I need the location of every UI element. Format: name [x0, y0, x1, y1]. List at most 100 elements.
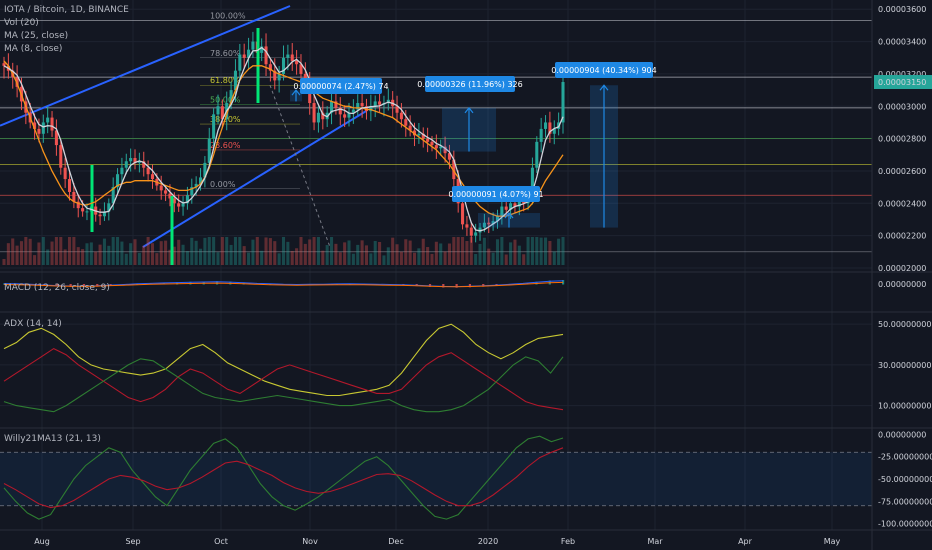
candle-body[interactable]	[54, 130, 58, 146]
channel-upper-line[interactable]	[0, 5, 291, 127]
measure-callout-2-arrowhead[interactable]	[464, 106, 474, 114]
volume-bar[interactable]	[194, 240, 198, 265]
candle-body[interactable]	[430, 141, 434, 146]
volume-bar[interactable]	[220, 237, 224, 265]
candle-body[interactable]	[417, 133, 421, 136]
volume-bar[interactable]	[19, 241, 23, 265]
volume-bar[interactable]	[67, 237, 72, 265]
candle-body[interactable]	[447, 153, 451, 160]
volume-bar[interactable]	[474, 254, 478, 265]
volume-bar[interactable]	[452, 237, 456, 265]
candle-body[interactable]	[552, 128, 556, 134]
volume-bar[interactable]	[456, 237, 460, 265]
candle-body[interactable]	[198, 177, 203, 184]
candle-body[interactable]	[295, 60, 299, 65]
candle-body[interactable]	[434, 145, 438, 149]
candle-body[interactable]	[561, 82, 565, 123]
volume-bar[interactable]	[155, 253, 159, 265]
candle-body[interactable]	[373, 101, 377, 107]
candle-body[interactable]	[316, 112, 320, 123]
macd-hist-bar[interactable]	[69, 284, 72, 287]
candle-body[interactable]	[59, 145, 63, 168]
volume-bar[interactable]	[369, 253, 373, 265]
volume-bar[interactable]	[164, 240, 168, 265]
volume-bar[interactable]	[76, 247, 80, 265]
candle-body[interactable]	[142, 161, 146, 168]
volume-bar[interactable]	[111, 237, 115, 265]
volume-bar[interactable]	[295, 248, 299, 265]
candle-body[interactable]	[238, 54, 242, 71]
volume-spike[interactable]	[90, 165, 94, 232]
volume-bar[interactable]	[190, 237, 194, 265]
candle-body[interactable]	[277, 73, 281, 81]
adx-pane[interactable]	[3, 323, 564, 413]
macd-hist-bar[interactable]	[468, 284, 472, 288]
volume-bar[interactable]	[347, 240, 351, 265]
volume-bar[interactable]	[98, 244, 102, 265]
volume-bar[interactable]	[177, 239, 181, 265]
volume-bar[interactable]	[535, 237, 539, 265]
candle-body[interactable]	[67, 179, 72, 192]
volume-bar[interactable]	[72, 237, 76, 265]
candle-body[interactable]	[338, 107, 342, 115]
volume-bar[interactable]	[509, 242, 513, 265]
last-price-badge[interactable]	[874, 75, 932, 90]
candle-body[interactable]	[164, 190, 168, 194]
volume-bar[interactable]	[238, 237, 242, 265]
macd-hist-bar[interactable]	[82, 284, 86, 288]
candle-body[interactable]	[487, 222, 491, 225]
candle-body[interactable]	[535, 141, 539, 168]
volume-bar[interactable]	[281, 237, 286, 265]
volume-bar[interactable]	[85, 243, 89, 265]
candle-body[interactable]	[185, 195, 189, 204]
candle-body[interactable]	[37, 128, 41, 134]
volume-bar[interactable]	[482, 237, 486, 265]
time-axis[interactable]: Aug Sep Oct Nov Dec 2020 Feb Mar Apr May	[34, 537, 840, 546]
candle-body[interactable]	[474, 232, 478, 236]
volume-bar[interactable]	[303, 243, 307, 265]
measure-callout-box[interactable]	[300, 78, 382, 94]
volume-bar[interactable]	[116, 237, 120, 265]
volume-bar[interactable]	[54, 237, 58, 265]
volume-bar[interactable]	[386, 247, 390, 265]
volume-bar[interactable]	[212, 237, 216, 265]
candle-body[interactable]	[369, 106, 373, 112]
volume-bar[interactable]	[447, 243, 451, 265]
candle-body[interactable]	[343, 114, 347, 118]
volume-bar[interactable]	[2, 259, 6, 265]
candle-body[interactable]	[190, 187, 194, 196]
volume-bar[interactable]	[286, 241, 290, 265]
volume-bar[interactable]	[24, 237, 28, 265]
volume-bar[interactable]	[37, 242, 41, 265]
volume-bar[interactable]	[373, 240, 377, 265]
volume-bar[interactable]	[129, 243, 133, 265]
candle-body[interactable]	[443, 146, 447, 154]
candle-body[interactable]	[334, 101, 338, 108]
candle-body[interactable]	[212, 114, 216, 139]
volume-bar[interactable]	[216, 252, 220, 265]
volume-bar[interactable]	[198, 248, 203, 265]
candle-body[interactable]	[81, 208, 85, 212]
volume-bar[interactable]	[439, 243, 443, 265]
volume-bar[interactable]	[321, 250, 325, 265]
candle-body[interactable]	[2, 63, 6, 66]
volume-bar[interactable]	[391, 237, 395, 265]
candle-body[interactable]	[133, 158, 137, 163]
volume-bar[interactable]	[548, 240, 552, 265]
volume-bar[interactable]	[517, 245, 521, 265]
candle-body[interactable]	[321, 112, 325, 120]
candle-body[interactable]	[85, 211, 89, 213]
candle-body[interactable]	[46, 117, 50, 123]
candle-body[interactable]	[273, 70, 277, 81]
volume-bar[interactable]	[120, 241, 124, 265]
volume-bar[interactable]	[46, 249, 50, 265]
volume-bar[interactable]	[59, 237, 63, 265]
volume-bar[interactable]	[522, 254, 526, 265]
volume-bar[interactable]	[343, 242, 347, 265]
trend-dashed-line[interactable]	[269, 85, 331, 248]
candle-body[interactable]	[181, 203, 185, 207]
volume-bar[interactable]	[299, 237, 303, 265]
volume-bar[interactable]	[557, 238, 561, 265]
volume-bar[interactable]	[6, 243, 10, 265]
